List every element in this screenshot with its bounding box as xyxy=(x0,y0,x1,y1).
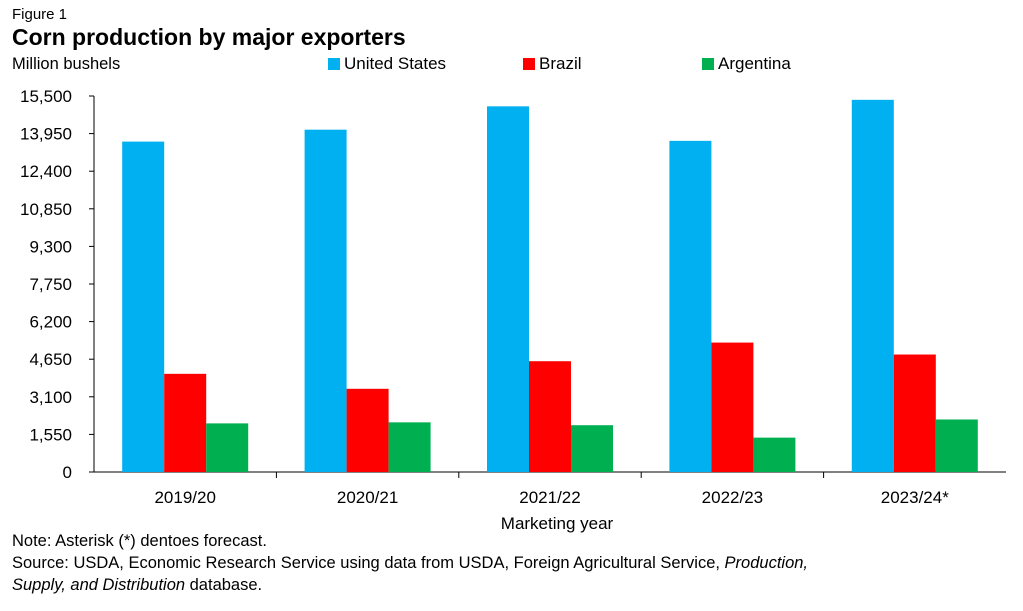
source-prefix: Source: USDA, Economic Research Service … xyxy=(12,554,725,572)
legend-label-argentina: Argentina xyxy=(718,54,791,73)
bar-brazil-3 xyxy=(711,342,754,472)
legend-item-brazil: Brazil xyxy=(523,54,582,74)
y-tick-label: 9,300 xyxy=(29,237,72,256)
bar-brazil-4 xyxy=(893,354,936,472)
y-tick-label: 0 xyxy=(63,463,72,482)
x-tick-label: 2022/23 xyxy=(702,488,763,507)
forecast-note: Note: Asterisk (*) dentoes forecast. xyxy=(12,532,267,550)
bar-chart: 0 1,550 3,100 4,650 6,200 7,750 9,300 10,850 12,… xyxy=(20,87,1006,533)
bar-brazil-0 xyxy=(164,373,207,472)
bar-argentina-3 xyxy=(753,437,796,472)
y-axis-unit-label: Million bushels xyxy=(12,55,121,73)
source-italic-production: Production, xyxy=(724,554,809,572)
x-tick-label: 2021/22 xyxy=(519,488,580,507)
source-italic-supply: Supply, and Distribution xyxy=(12,576,186,594)
y-tick-label: 6,200 xyxy=(29,313,72,332)
y-tick-label: 4,650 xyxy=(29,350,72,369)
bar-brazil-2 xyxy=(529,361,571,472)
legend-label-brazil: Brazil xyxy=(539,54,582,73)
figure-label: Figure 1 xyxy=(12,6,68,23)
legend-label-united-states: United States xyxy=(344,54,447,73)
legend-swatch-argentina xyxy=(702,58,714,70)
bar-united-states-2 xyxy=(487,106,529,473)
y-tick-label: 13,950 xyxy=(20,125,72,144)
source-suffix: database. xyxy=(185,576,263,594)
bar-united-states-4 xyxy=(851,99,894,473)
x-tick-label: 2020/21 xyxy=(337,488,398,507)
legend-swatch-brazil xyxy=(523,58,535,70)
legend-item-argentina: Argentina xyxy=(702,54,791,74)
y-tick-label: 7,750 xyxy=(29,275,72,294)
y-tick-label: 10,850 xyxy=(20,200,72,219)
bar-united-states-0 xyxy=(122,141,165,472)
source-note: Source: USDA, Economic Research Service … xyxy=(12,552,1012,596)
bar-united-states-3 xyxy=(669,140,712,473)
legend-swatch-united-states xyxy=(328,58,340,70)
bar-argentina-4 xyxy=(935,419,978,472)
y-tick-label: 15,500 xyxy=(20,87,72,106)
x-tick-label: 2023/24* xyxy=(881,488,949,507)
chart-title: Corn production by major exporters xyxy=(12,24,406,50)
y-tick-label: 12,400 xyxy=(20,162,72,181)
bar-united-states-1 xyxy=(304,129,347,472)
chart-notes: Note: Asterisk (*) dentoes forecast. Sou… xyxy=(12,530,1012,596)
y-tick-label: 3,100 xyxy=(29,388,72,407)
legend-item-united-states: United States xyxy=(328,54,446,74)
bar-brazil-1 xyxy=(346,388,389,472)
x-axis-title: Marketing year xyxy=(501,514,614,533)
bar-argentina-2 xyxy=(571,425,613,472)
x-tick-label: 2019/20 xyxy=(154,488,215,507)
bar-argentina-0 xyxy=(206,423,249,472)
bar-argentina-1 xyxy=(388,422,431,472)
y-tick-label: 1,550 xyxy=(29,425,72,444)
